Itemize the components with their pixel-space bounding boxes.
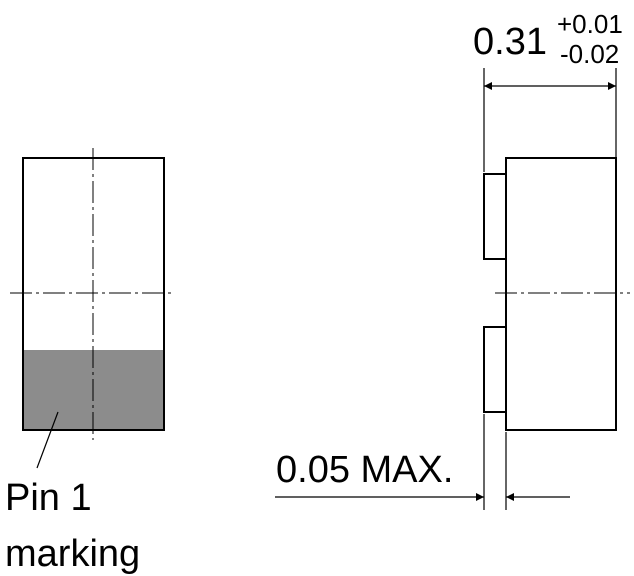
upper-pad bbox=[483, 173, 506, 260]
top-view bbox=[10, 148, 175, 469]
pin1-leader-line bbox=[36, 411, 59, 469]
side-view bbox=[483, 157, 630, 431]
side-view-body bbox=[505, 157, 617, 431]
protrusion-label: 0.05 MAX. bbox=[276, 449, 453, 491]
thickness-dimension: 0.31 +0.01 -0.02 bbox=[473, 9, 623, 172]
thickness-tolerance-minus: -0.02 bbox=[560, 39, 619, 69]
pad-protrusion-dimension: 0.05 MAX. bbox=[275, 414, 570, 510]
lower-pad bbox=[483, 326, 506, 413]
pin1-label-line1: Pin 1 bbox=[5, 477, 92, 519]
thickness-tolerance-plus: +0.01 bbox=[557, 9, 623, 39]
thickness-value: 0.31 bbox=[473, 21, 547, 63]
pin1-label-line2: marking bbox=[5, 533, 140, 575]
